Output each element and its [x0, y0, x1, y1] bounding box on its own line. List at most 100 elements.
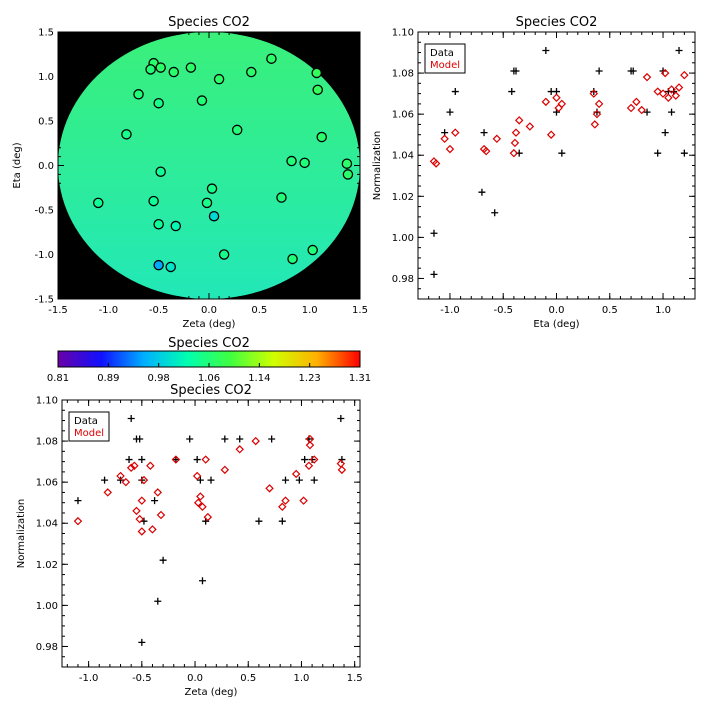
- model-point: [305, 440, 315, 450]
- detector-marker: [218, 249, 230, 260]
- data-point: [154, 597, 162, 605]
- y-tick-label: 1.10: [36, 396, 58, 407]
- detector-marker: [153, 259, 164, 271]
- data-point: [207, 476, 215, 484]
- data-point: [295, 476, 303, 484]
- detector-marker: [341, 158, 353, 169]
- model-point: [299, 496, 308, 505]
- data-point: [186, 435, 194, 443]
- data-point: [193, 456, 201, 464]
- data-point: [125, 456, 133, 464]
- y-tick-label: -0.5: [34, 206, 54, 217]
- colorbar-tick-label: 1.23: [299, 373, 321, 384]
- model-point: [146, 461, 155, 470]
- detector-marker: [155, 62, 166, 73]
- model-point: [130, 461, 139, 470]
- data-point: [136, 435, 144, 443]
- data-point: [661, 129, 669, 137]
- detector-marker: [287, 253, 298, 265]
- x-tick-label: -0.5: [149, 305, 169, 316]
- data-point: [236, 435, 244, 443]
- colorbar-tick-label: 0.89: [97, 373, 119, 384]
- chart-title: Species CO2: [170, 383, 252, 398]
- data-point: [430, 270, 438, 278]
- detector-marker: [148, 195, 159, 207]
- data-point: [654, 149, 662, 157]
- detector-marker: [153, 218, 164, 230]
- model-point: [510, 138, 520, 148]
- detector-marker: [153, 97, 164, 109]
- detector-marker: [206, 183, 218, 194]
- detector-marker: [185, 62, 197, 73]
- model-point: [674, 83, 684, 92]
- detector-marker: [201, 197, 213, 209]
- data-point: [508, 88, 516, 96]
- data-point: [301, 456, 309, 464]
- y-tick-label: 1.0: [38, 72, 54, 83]
- model-point: [337, 465, 347, 475]
- data-point: [278, 517, 286, 525]
- colorbar-title: Species CO2: [168, 336, 250, 351]
- data-point: [558, 149, 566, 157]
- data-point: [101, 476, 109, 484]
- data-point: [430, 229, 438, 237]
- data-point: [255, 517, 263, 525]
- x-tick-label: -0.5: [493, 305, 513, 316]
- model-point: [431, 159, 441, 168]
- x-tick-label: 1.5: [352, 305, 368, 316]
- detector-marker: [311, 67, 322, 79]
- model-point: [632, 97, 641, 107]
- y-axis-label: Normalization: [16, 499, 27, 569]
- detector-marker: [168, 66, 180, 78]
- model-point: [557, 99, 567, 109]
- focal-plane-field: [58, 32, 360, 299]
- detector-marker: [246, 66, 257, 78]
- data-point: [675, 46, 683, 54]
- model-point: [148, 525, 157, 534]
- colorbar-tick-label: 0.81: [47, 373, 69, 384]
- detector-marker: [316, 131, 327, 143]
- detector-marker: [286, 155, 297, 167]
- series-data: [74, 414, 346, 646]
- y-tick-label: 1.00: [36, 601, 58, 612]
- x-axis-label: Zeta (deg): [185, 687, 238, 698]
- data-point: [308, 456, 316, 464]
- data-point: [446, 108, 454, 116]
- y-tick-label: 1.10: [392, 28, 414, 39]
- model-point: [121, 477, 131, 487]
- model-point: [103, 488, 113, 497]
- detector-marker: [266, 53, 277, 64]
- detector-marker: [213, 73, 225, 85]
- model-point: [291, 469, 301, 479]
- model-point: [73, 516, 83, 526]
- model-point: [278, 502, 287, 512]
- y-tick-label: 1.02: [392, 192, 414, 203]
- data-point: [310, 476, 318, 484]
- model-point: [251, 436, 260, 446]
- model-point: [445, 144, 455, 154]
- data-point: [151, 497, 159, 505]
- chart-title: Species CO2: [168, 15, 250, 30]
- detector-marker: [196, 95, 208, 106]
- x-tick-label: -1.0: [79, 673, 99, 684]
- model-point: [667, 85, 676, 94]
- model-point: [135, 514, 144, 524]
- x-tick-label: 0.0: [187, 673, 203, 684]
- model-point: [153, 488, 163, 497]
- x-tick-label: 1.0: [302, 305, 318, 316]
- data-point: [478, 188, 486, 196]
- data-point: [491, 209, 499, 217]
- model-point: [653, 87, 662, 96]
- model-point: [546, 130, 556, 139]
- data-point: [512, 67, 520, 75]
- detector-marker: [208, 210, 220, 222]
- model-point: [235, 445, 244, 454]
- model-point: [509, 148, 519, 158]
- legend-entry-data: Data: [430, 48, 454, 59]
- model-point: [192, 471, 202, 481]
- model-point: [525, 122, 535, 131]
- y-axis-label: Normalization: [372, 131, 383, 201]
- model-point: [481, 146, 491, 156]
